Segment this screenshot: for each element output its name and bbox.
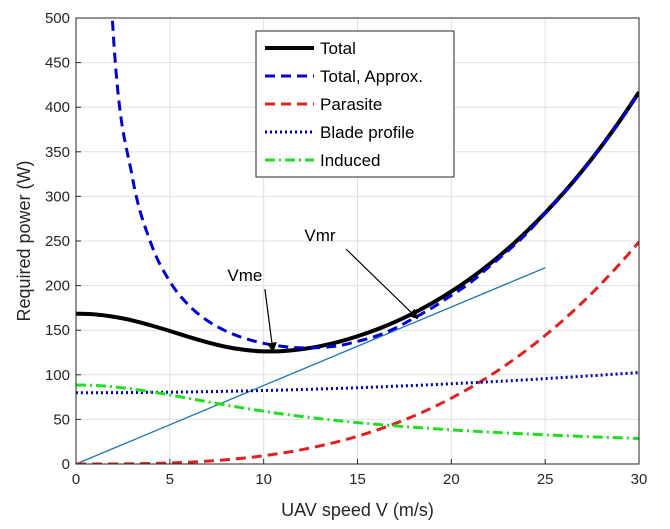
x-axis-label: UAV speed V (m/s) — [281, 500, 434, 520]
y-tick-label: 350 — [45, 144, 70, 161]
ticks: 0 5 10 15 20 25 300501001502002503003504004505… — [45, 10, 647, 488]
x-tick-label: 0 — [72, 471, 80, 488]
series-line-3 — [76, 370, 639, 395]
y-tick-label: 150 — [45, 322, 70, 339]
legend-label: Blade profile — [320, 123, 415, 142]
legend: Total Total, Approx. Parasite Blade profile… — [255, 30, 455, 178]
y-tick-label: 200 — [45, 278, 70, 295]
x-tick-label: 5 — [166, 471, 174, 488]
annotation-arrow — [264, 289, 277, 353]
legend-label: Parasite — [320, 95, 382, 114]
legend-label: Induced — [320, 151, 381, 170]
y-tick-label: 450 — [45, 55, 70, 72]
annotation-label: Vme — [227, 266, 262, 285]
x-tick-label: 25 — [537, 471, 554, 488]
y-tick-label: 50 — [53, 411, 70, 428]
annotation-arrow — [345, 248, 419, 320]
y-tick-label: 0 — [62, 456, 70, 473]
legend-label: Total — [320, 39, 356, 58]
x-tick-label: 15 — [349, 471, 366, 488]
series-line-4 — [76, 383, 639, 440]
x-tick-label: 30 — [631, 471, 648, 488]
y-tick-label: 250 — [45, 233, 70, 250]
annotation-label: Vmr — [304, 226, 336, 245]
series-line-2 — [76, 240, 639, 464]
annotations: Vme Vmr — [227, 226, 419, 353]
y-tick-label: 300 — [45, 188, 70, 205]
series-line-5 — [76, 267, 546, 464]
y-tick-label: 500 — [45, 10, 70, 27]
x-tick-label: 20 — [443, 471, 460, 488]
y-tick-label: 400 — [45, 99, 70, 116]
legend-label: Total, Approx. — [320, 67, 423, 86]
y-axis-label: Required power (W) — [14, 160, 34, 321]
series-line-1 — [110, 18, 639, 350]
series-layer — [76, 18, 639, 464]
y-tick-label: 100 — [45, 367, 70, 384]
x-tick-label: 10 — [255, 471, 272, 488]
